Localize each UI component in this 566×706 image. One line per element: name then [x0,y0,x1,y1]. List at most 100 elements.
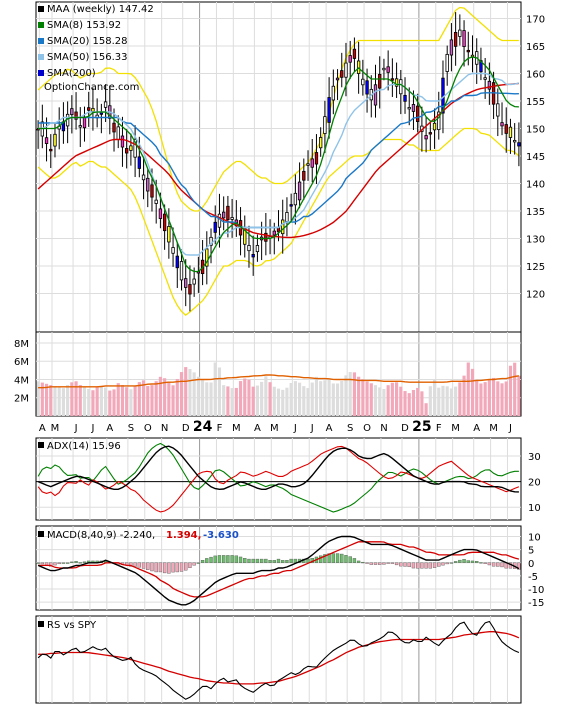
volume-bar [352,372,356,416]
panel-frame [35,615,522,704]
candle-body [373,84,378,106]
candle-body [70,108,74,116]
macd-histogram-bar [78,562,82,564]
candle-body [293,192,298,206]
panel-frame [35,1,522,333]
volume-bar [492,377,496,416]
macd-histogram-bar [496,562,500,567]
macd-histogram-bar [415,562,420,569]
macd-histogram-bar [209,556,213,563]
volume-bar [483,382,487,416]
candle-body [386,66,390,73]
macd-tick-label: 5 [528,546,534,557]
macd-histogram-bar [390,562,395,564]
macd-histogram-bar [213,555,217,563]
macd-histogram-bar [129,562,133,567]
volume-bar [500,383,504,416]
volume-bar [146,385,150,416]
candle-body [335,77,340,81]
volume-bar [302,386,306,416]
volume-bar [125,387,129,416]
volume-bar [432,379,437,416]
macd-histogram-bar [205,558,209,563]
price-tick-label: 160 [526,70,545,81]
price-tick-label: 155 [526,97,545,108]
volume-bar [424,403,428,416]
volume-panel: 2M 4M 6M 8M [14,331,522,417]
volume-bar [184,367,188,416]
volume-bar [108,390,112,416]
volume-bar [382,388,386,416]
x-axis-label: N [161,423,168,434]
x-axis-label: J [74,423,78,434]
rs-legend-swatch [38,621,44,627]
macd-histogram-bar [247,558,251,563]
x-axis-label: J [310,423,314,434]
volume-bar [416,387,420,416]
candle-body [508,126,513,138]
macd-histogram-bar [289,558,293,563]
volume-bar [66,385,70,416]
macd-histogram-bar [293,558,298,563]
x-axis-label: A [39,423,46,434]
candle-body [416,105,420,122]
volume-bar [141,380,146,416]
candle-body [167,225,171,243]
volume-bar [517,375,521,416]
volume-bar [49,385,53,416]
x-axis-label: J [293,423,297,434]
candle-body [306,163,310,166]
candle-body [116,126,120,140]
volume-bar [395,382,399,416]
price-tick-label: 170 [526,15,545,26]
macd-tick-label: -15 [528,598,544,609]
volume-bar [504,381,508,416]
volume-bar [243,378,247,416]
macd-histogram-bar [445,562,449,565]
candle-body [281,219,285,235]
rs-average-line [38,631,520,685]
adx-line [37,445,519,493]
volume-bar [403,391,407,416]
macd-histogram-bar [403,562,407,567]
macd-histogram-bar [200,560,205,563]
price-tick-label: 140 [526,180,545,191]
candle-body [192,278,196,285]
volume-bar [70,382,74,416]
volume-bar [357,376,361,416]
volume-tick-label: 2M [14,394,29,405]
volume-bar [171,385,175,416]
candle-body [517,142,521,147]
adx-legend-swatch [38,442,44,448]
volume-bar [264,376,268,416]
rs-panel: RS vs SPY [35,615,522,704]
volume-bar [361,379,365,416]
candle-body [213,221,217,233]
price-panel: 120 125 130 135 140 145 150 155 160 165 170 MAA (we… [35,1,545,333]
candle-body [319,137,323,149]
candle-body [179,261,184,281]
x-axis-label: J [508,423,512,434]
candle-body [504,124,508,134]
macd-histogram-bar [458,559,462,563]
volume-bar [508,365,513,416]
volume-bar [201,379,205,416]
candle-body [449,39,454,56]
x-axis-label: D [401,423,409,434]
x-axis-label: A [326,423,333,434]
rs-line [37,620,520,700]
volume-bar [87,388,91,416]
candle-body [162,213,167,232]
candle-body [424,135,428,140]
volume-bar [150,385,154,416]
candle-body [272,230,276,236]
macd-histogram-value: -3.630 [203,530,239,541]
legend-label: SMA(20) 158.28 [47,36,128,47]
legend-swatch [38,70,44,76]
x-axis-label: 24 [193,419,213,435]
candle-body [112,122,116,133]
macd-histogram-bar [133,562,137,567]
macd-histogram-bar [453,561,458,563]
candle-body [53,133,57,147]
price-tick-label: 120 [526,290,545,301]
